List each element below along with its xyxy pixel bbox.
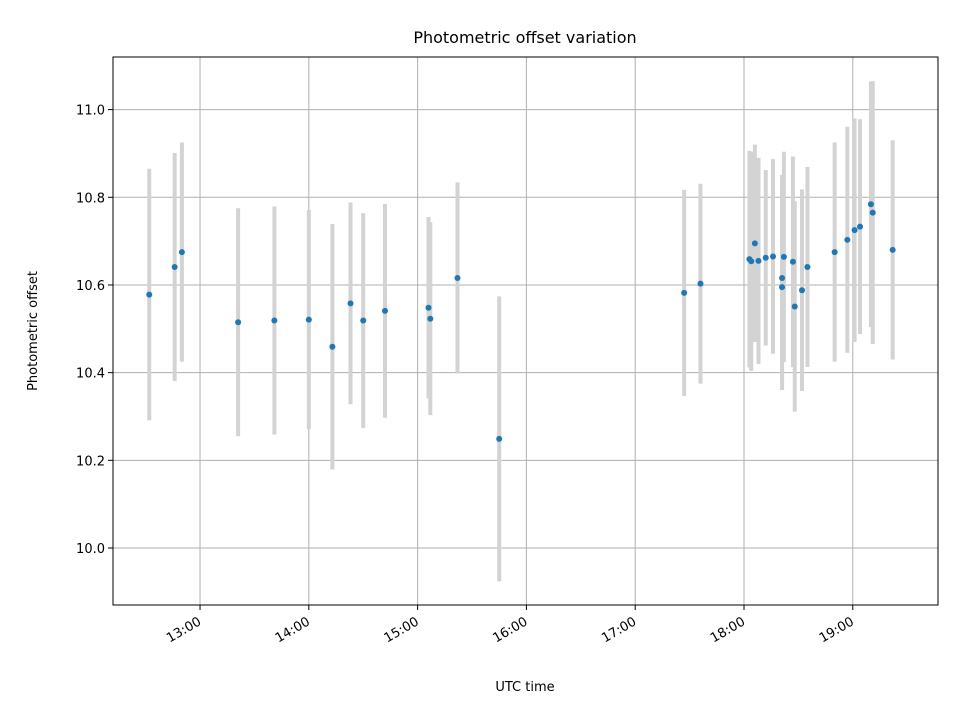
data-point <box>770 253 776 260</box>
data-point <box>171 263 178 270</box>
y-tick-label: 10.2 <box>76 454 105 469</box>
data-point <box>748 258 755 265</box>
x-tick-label: 13:00 <box>164 614 204 646</box>
data-point <box>867 201 874 208</box>
data-point <box>496 435 503 442</box>
data-point <box>889 246 896 253</box>
y-axis-label: Photometric offset <box>26 271 41 391</box>
y-tick-label: 10.4 <box>76 367 105 382</box>
data-point <box>178 249 185 256</box>
error-bars <box>147 81 895 582</box>
x-tick-label: 16:00 <box>490 614 530 646</box>
data-point <box>791 303 798 310</box>
data-point <box>697 280 704 287</box>
data-point <box>681 289 688 296</box>
data-point <box>804 263 811 270</box>
data-point <box>844 236 851 243</box>
y-tick-label: 10.8 <box>76 191 105 206</box>
data-point <box>381 307 388 314</box>
data-point <box>146 291 153 298</box>
y-axis-ticks: 10.0 10.2 10.4 10.6 10.8 11.0 <box>76 104 113 557</box>
x-tick-label: 15:00 <box>382 614 422 646</box>
chart-title: Photometric offset variation <box>413 28 636 47</box>
data-point <box>869 209 876 216</box>
data-point <box>360 317 367 324</box>
y-tick-label: 11.0 <box>76 104 105 119</box>
data-point <box>755 257 762 264</box>
data-point <box>779 284 786 291</box>
data-point <box>425 304 432 311</box>
data-point <box>347 300 354 307</box>
y-tick-label: 10.0 <box>76 542 105 557</box>
data-point <box>851 227 858 234</box>
x-tick-label: 17:00 <box>599 614 639 646</box>
x-axis-ticks: 13:00 14:00 15:00 16:00 17:00 18:00 19:00 <box>164 605 857 646</box>
plot-frame <box>112 56 939 606</box>
data-points <box>146 201 896 442</box>
data-point <box>857 223 864 230</box>
data-point <box>235 319 242 326</box>
x-tick-label: 18:00 <box>708 614 748 646</box>
data-point <box>779 274 786 281</box>
data-point <box>831 249 838 256</box>
data-point <box>329 343 336 350</box>
data-point <box>762 254 769 261</box>
data-point <box>427 315 434 322</box>
x-tick-label: 14:00 <box>273 614 313 646</box>
x-tick-label: 19:00 <box>817 614 857 646</box>
data-point <box>780 253 787 260</box>
data-point <box>789 258 796 265</box>
data-point <box>799 287 806 294</box>
data-point <box>305 316 312 323</box>
y-tick-label: 10.6 <box>76 279 105 294</box>
x-axis-label: UTC time <box>495 680 554 695</box>
data-point <box>454 274 461 281</box>
data-point <box>271 317 278 324</box>
data-point <box>751 240 758 247</box>
